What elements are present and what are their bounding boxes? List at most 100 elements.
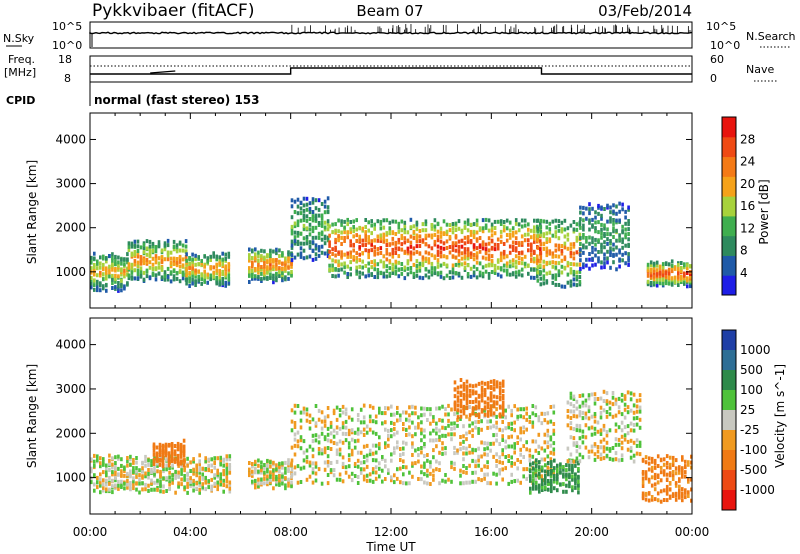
velocity-cell — [381, 468, 384, 473]
velocity-cell — [405, 441, 408, 446]
velocity-cell — [435, 406, 438, 411]
power-cell — [517, 228, 521, 233]
velocity-cell — [538, 467, 541, 472]
velocity-cell — [170, 457, 174, 461]
power-cell — [560, 227, 564, 232]
velocity-cell — [222, 472, 225, 477]
velocity-cell — [290, 480, 293, 485]
velocity-cell — [183, 485, 186, 490]
velocity-cell — [489, 441, 492, 446]
velocity-cell — [293, 443, 297, 448]
power-cell — [484, 247, 488, 252]
velocity-cell — [459, 384, 463, 389]
power-cell — [343, 225, 346, 230]
power-cell — [284, 256, 287, 261]
velocity-cell — [474, 425, 477, 430]
velocity-cell — [611, 402, 615, 407]
velocity-cell — [535, 473, 538, 478]
velocity-cell — [599, 410, 603, 415]
power-cell — [181, 257, 185, 262]
velocity-cell — [435, 438, 438, 443]
velocity-cell — [326, 459, 330, 464]
power-cell — [594, 220, 597, 225]
velocity-cell — [577, 486, 580, 491]
velocity-cell — [659, 458, 663, 463]
power-cell — [569, 251, 573, 255]
power-cell — [114, 279, 117, 284]
power-cell — [433, 227, 437, 232]
velocity-cell — [368, 472, 372, 477]
velocity-cell — [435, 426, 438, 431]
velocity-cell — [477, 393, 481, 398]
velocity-cell — [173, 459, 177, 464]
power-cell — [427, 244, 431, 249]
power-cell — [278, 268, 281, 273]
power-cell — [172, 247, 176, 252]
velocity-cell — [332, 468, 336, 472]
power-cell — [296, 239, 300, 244]
power-cell — [142, 250, 146, 255]
power-cell — [433, 271, 437, 276]
power-cell — [615, 211, 618, 216]
velocity-cell — [486, 481, 489, 486]
velocity-cell — [584, 403, 588, 408]
velocity-cell — [147, 488, 150, 493]
velocity-cell — [332, 428, 336, 433]
velocity-cell — [408, 425, 411, 430]
power-cell — [212, 254, 215, 259]
velocity-cell — [341, 455, 345, 460]
power-cell — [197, 278, 200, 283]
power-cell — [311, 257, 315, 262]
velocity-cell — [690, 460, 693, 465]
velocity-cell — [538, 465, 541, 470]
power-cell — [323, 220, 327, 225]
velocity-cell — [562, 465, 565, 469]
power-cell — [554, 243, 558, 248]
velocity-cell — [158, 445, 162, 450]
power-cell — [421, 255, 425, 260]
power-cell — [612, 242, 615, 247]
velocity-cell — [534, 478, 538, 483]
power-cell — [557, 224, 561, 228]
velocity-cell — [275, 482, 278, 487]
velocity-cell — [525, 447, 528, 452]
velocity-cell — [326, 481, 330, 486]
velocity-cell — [219, 462, 222, 467]
velocity-cell — [577, 483, 580, 487]
velocity-cell — [225, 454, 229, 459]
power-cell — [99, 281, 102, 286]
power-cell — [328, 263, 331, 268]
velocity-cell — [114, 483, 117, 488]
velocity-cell — [537, 418, 541, 423]
power-cell — [151, 267, 155, 271]
power-echo-band-5 — [328, 217, 542, 281]
velocity-cell — [644, 491, 648, 496]
power-cell — [302, 227, 306, 232]
velocity-cell — [516, 458, 519, 462]
velocity-cell — [498, 391, 502, 396]
velocity-cell — [204, 467, 207, 471]
velocity-cell — [498, 404, 502, 409]
power-cell — [603, 245, 606, 250]
power-cell — [594, 215, 597, 220]
velocity-cell — [192, 488, 195, 493]
power-cell — [397, 237, 401, 242]
power-cell — [667, 271, 671, 276]
power-cell — [188, 279, 191, 284]
power-cell — [346, 264, 349, 269]
power-cell — [433, 239, 437, 244]
power-cell — [427, 269, 431, 274]
velocity-cell — [546, 433, 550, 438]
velocity-cell — [432, 455, 435, 460]
velocity-cell — [225, 470, 229, 474]
velocity-cell — [656, 454, 660, 459]
power-cell — [394, 269, 398, 274]
power-cell — [536, 237, 540, 242]
power-cell — [376, 238, 380, 243]
power-cell — [548, 237, 552, 242]
power-cell — [439, 239, 443, 244]
power-cell — [93, 251, 96, 256]
power-cell — [197, 269, 200, 274]
power-cell — [554, 234, 558, 239]
velocity-cell — [535, 468, 538, 473]
